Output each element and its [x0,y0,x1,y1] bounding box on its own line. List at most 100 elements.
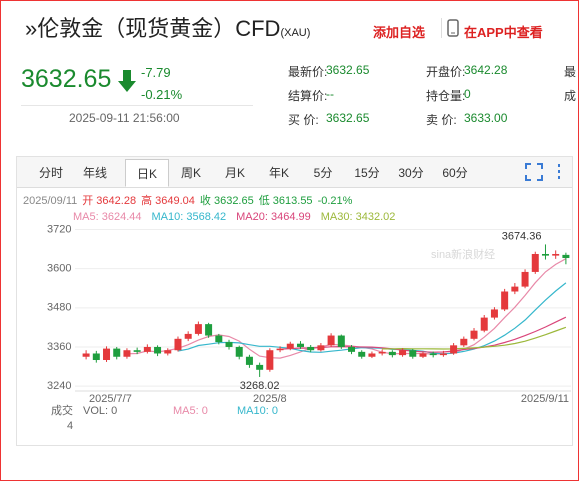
candle-body [174,338,182,351]
candle-body [501,291,509,310]
ma-legend: MA5: 3624.44 [73,211,142,223]
x-tick-label: 2025/9/11 [521,393,569,405]
ohlc-info: 2025/09/11 [23,195,77,207]
candle-body [82,353,90,357]
candle-body [194,324,202,334]
tab[interactable]: 分时 [38,166,63,180]
candle-body [429,353,437,356]
tab[interactable]: 月K [224,166,245,180]
candle-body [521,271,529,287]
field-value: 3633.00 [464,111,508,125]
field-label: 持仓量: [426,89,466,103]
candle-body [123,350,131,357]
field-value: 3642.28 [464,63,508,77]
candle-body [337,335,345,347]
y-tick-label: 3360 [47,341,71,353]
y-tick-label: 3720 [47,223,71,235]
candle-body [307,346,315,351]
y-tick-label: 3240 [47,380,71,392]
candle-body [541,253,549,256]
candle-body [439,353,447,356]
chart-panel [16,156,573,446]
ohlc-info: -0.21% [318,195,353,207]
field-label: 开盘价: [426,65,466,79]
volume-info: VOL: 0 [83,405,117,417]
ma-legend: MA10: 3568.42 [152,211,227,223]
tool-icons [525,163,560,181]
ma-line [382,326,567,350]
code: (XAU) [280,27,311,39]
candle-body [113,348,121,357]
tab[interactable]: 30分 [398,166,424,180]
field-label: 最 [564,65,577,79]
candle-body [358,351,366,357]
tab[interactable]: 周K [180,166,201,180]
open-app[interactable]: 在APP中查看 [464,25,543,40]
change-pct: -0.21% [141,87,183,102]
high-annotation: 3674.36 [502,230,542,242]
tab[interactable]: 60分 [442,166,468,180]
candle-body [531,253,539,272]
candle-body [368,353,376,357]
candle-body [480,317,488,331]
field-label: 成 [564,89,577,103]
candle-body [215,335,223,343]
candle-body [511,286,519,292]
low-annotation: 3268.02 [240,380,280,392]
volume-label: 成交 [51,403,73,417]
price: 3632.65 [21,65,112,93]
tab[interactable]: 年线 [82,166,107,180]
candle-body [327,335,335,346]
ohlc-info: 高 3649.04 [141,193,195,207]
volume-info: MA5: 0 [173,405,208,417]
ma-line [126,258,567,359]
candle-body [552,253,560,256]
add-watch[interactable]: 添加自选 [373,25,426,40]
field-label: 卖 价: [426,113,457,127]
ohlc-info: 开 3642.28 [82,195,136,207]
y-tick-label: 3480 [47,302,71,314]
title: »伦敦金（现货黄金）CFD(XAU) [25,11,310,43]
candle-body [143,346,151,352]
candle-body [205,324,213,336]
divider [441,18,442,38]
candle-body [470,330,478,339]
candle-body [419,353,427,357]
y-tick-label: 3600 [47,263,71,275]
field-label: 最新价: [288,65,328,79]
candle-body [296,343,304,347]
candle-body [154,346,162,354]
tab-bar [17,157,572,188]
field-label: 买 价: [288,113,319,127]
field-value: 0 [464,87,471,101]
tab[interactable]: 15分 [354,166,380,180]
candle-body [286,343,294,349]
candle-body [317,345,325,351]
candle-body [92,353,100,361]
candle-body [348,346,356,352]
field-value: -- [326,87,334,101]
down-arrow [118,70,136,92]
field-label: 结算价: [288,89,328,103]
candle-body [378,351,386,354]
tab[interactable]: 5分 [313,166,333,180]
candle-body [460,338,468,346]
candle-body [399,350,407,356]
candle-body [256,364,264,370]
candle-body [266,350,274,370]
volume-tick: 4 [67,420,73,432]
change: -7.79 [141,65,171,80]
ma-legend: MA20: 3464.99 [236,211,311,223]
time: 2025-09-11 21:56:00 [69,111,180,125]
candle-body [276,348,284,351]
candle-body [409,350,417,357]
x-tick-label: 2025/8 [253,393,287,405]
tab[interactable]: 日K [125,159,169,187]
watermark: sina新浪财经 [431,247,495,261]
candle-body [133,350,141,352]
title-text: »伦敦金（现货黄金）CFD [25,16,281,41]
ohlc-info: 收 3632.65 [200,193,254,207]
tab[interactable]: 年K [268,166,289,180]
